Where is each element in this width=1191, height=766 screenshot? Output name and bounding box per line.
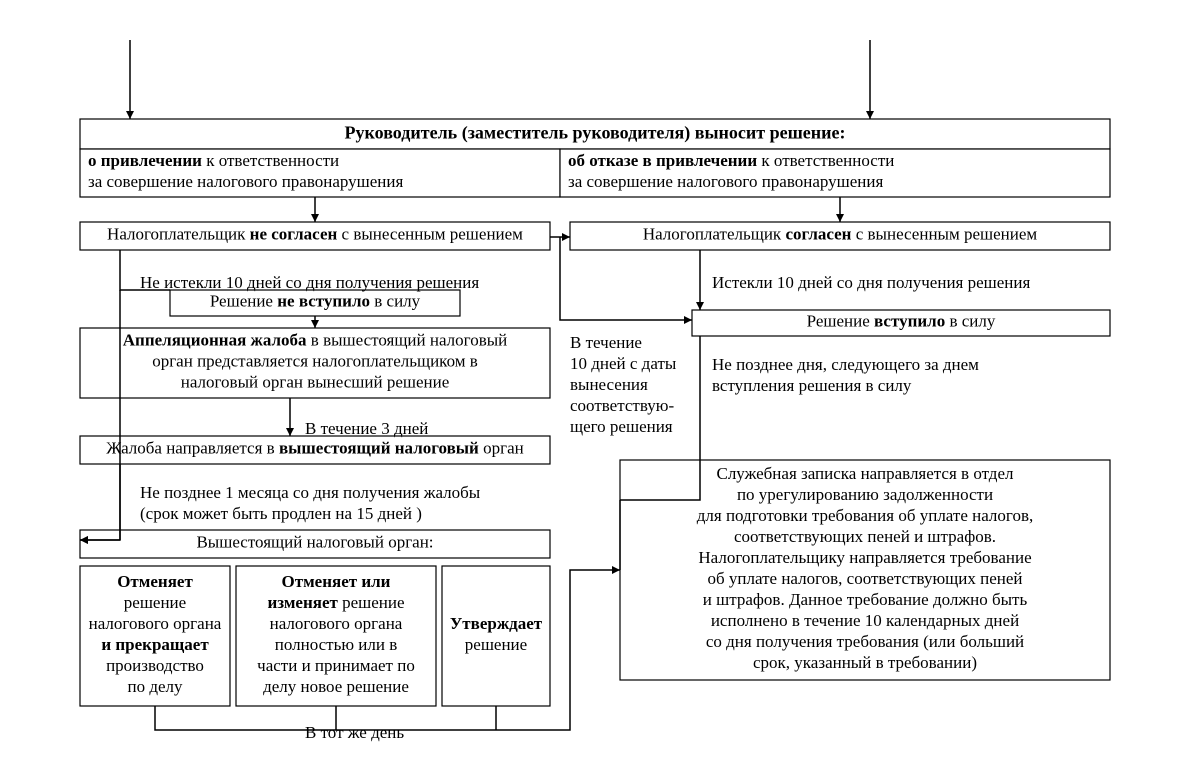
svg-text:В течение 3 дней: В течение 3 дней [305,419,428,438]
flowchart: Руководитель (заместитель руководителя) … [0,0,1191,766]
svg-text:В тот же день: В тот же день [305,723,404,742]
svg-text:Истекли 10 дней со дня получен: Истекли 10 дней со дня получения решения [712,273,1030,292]
svg-text:решение: решение [465,635,527,654]
svg-text:исполнено в течение 10 календа: исполнено в течение 10 календарных дней [711,611,1019,630]
svg-text:решение: решение [124,593,186,612]
svg-text:и штрафов. Данное требование д: и штрафов. Данное требование должно быть [703,590,1028,609]
svg-text:за совершение налогового право: за совершение налогового правонарушения [568,172,883,191]
svg-text:срок, указанный в требовании): срок, указанный в требовании) [753,653,977,672]
svg-text:за совершение налогового право: за совершение налогового правонарушения [88,172,403,191]
svg-text:Отменяет: Отменяет [117,572,193,591]
svg-text:Налогоплательщику направляется: Налогоплательщику направляется требовани… [698,548,1031,567]
svg-text:о привлечении к ответственност: о привлечении к ответственности [88,151,339,170]
svg-text:делу новое решение: делу новое решение [263,677,409,696]
svg-text:Налогоплательщик не согласен с: Налогоплательщик не согласен с вынесенны… [107,225,523,244]
svg-text:Не истекли 10 дней со дня полу: Не истекли 10 дней со дня получения реше… [140,273,479,292]
svg-text:налогового органа: налогового органа [89,614,222,633]
svg-text:изменяет решение: изменяет решение [267,593,404,612]
svg-text:полностью или в: полностью или в [275,635,398,654]
svg-text:Аппеляционная жалоба в вышесто: Аппеляционная жалоба в вышестоящий налог… [123,331,508,350]
svg-text:Не позднее 1 месяца со дня пол: Не позднее 1 месяца со дня получения жал… [140,483,481,502]
svg-text:Служебная записка направляется: Служебная записка направляется в отдел [716,464,1014,483]
svg-text:соответствующих пеней и штрафо: соответствующих пеней и штрафов. [734,527,996,546]
svg-text:Утверждает: Утверждает [450,614,543,633]
svg-text:соответствую-: соответствую- [570,396,674,415]
svg-text:Решение не вступило в силу: Решение не вступило в силу [210,292,421,311]
svg-text:об отказе в привлечении к отве: об отказе в привлечении к ответственност… [568,151,894,170]
svg-text:для подготовки требования об у: для подготовки требования об уплате нало… [697,506,1033,525]
svg-text:Вышестоящий налоговый орган:: Вышестоящий налоговый орган: [196,533,433,552]
svg-text:орган представляется налогопла: орган представляется налогоплательщиком … [152,352,478,371]
svg-text:Жалоба направляется в вышестоя: Жалоба направляется в вышестоящий налого… [106,439,523,458]
svg-text:Руководитель (заместитель руко: Руководитель (заместитель руководителя) … [345,122,846,143]
svg-text:налоговый орган вынесший решен: налоговый орган вынесший решение [181,373,450,392]
svg-text:щего решения: щего решения [570,417,673,436]
svg-text:части и принимает по: части и принимает по [257,656,415,675]
svg-text:В течение: В течение [570,333,642,352]
svg-text:об уплате налогов, соответству: об уплате налогов, соответствующих пеней [708,569,1023,588]
svg-text:Налогоплательщик согласен с вы: Налогоплательщик согласен с вынесенным р… [643,225,1038,244]
svg-text:Решение вступило в силу: Решение вступило в силу [807,312,996,331]
svg-text:вступления решения в силу: вступления решения в силу [712,376,912,395]
svg-text:производство: производство [106,656,204,675]
svg-text:по урегулированию задолженност: по урегулированию задолженности [737,485,993,504]
svg-text:Отменяет или: Отменяет или [282,572,391,591]
svg-text:со дня получения требования (и: со дня получения требования (или больший [706,632,1024,651]
svg-text:и прекращает: и прекращает [101,635,209,654]
svg-text:налогового органа: налогового органа [270,614,403,633]
svg-text:(срок может быть продлен на 15: (срок может быть продлен на 15 дней ) [140,504,422,523]
svg-text:вынесения: вынесения [570,375,648,394]
svg-text:Не позднее дня, следующего за: Не позднее дня, следующего за днем [712,355,979,374]
svg-text:по делу: по делу [127,677,183,696]
svg-text:10 дней с даты: 10 дней с даты [570,354,677,373]
